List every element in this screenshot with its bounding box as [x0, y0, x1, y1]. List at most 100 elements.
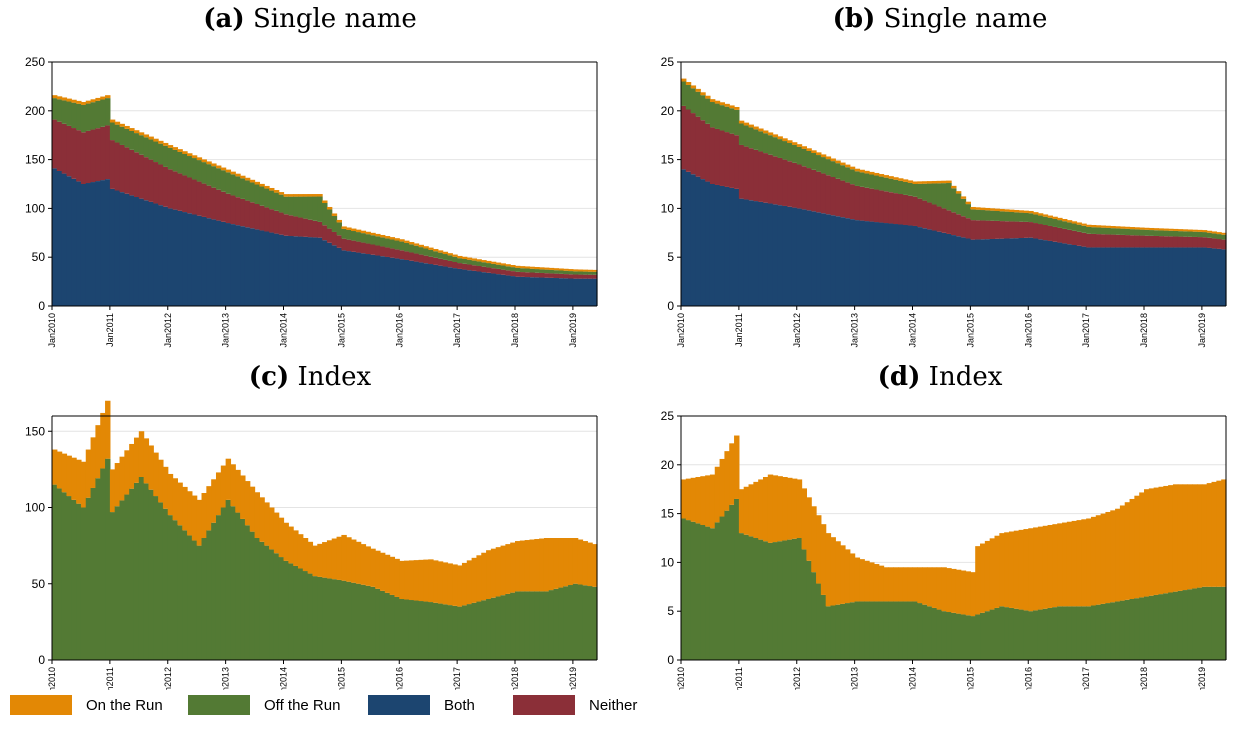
bar-on-the-run: [278, 517, 285, 558]
bar-neither: [288, 215, 294, 237]
bar-neither: [519, 272, 526, 277]
bar-on-the-run: [989, 208, 996, 211]
bar-on-the-run: [1139, 492, 1145, 598]
bar-neither: [709, 127, 716, 184]
bar-both: [172, 209, 178, 306]
bar-on-the-run: [1057, 523, 1063, 607]
bar-on-the-run: [162, 466, 169, 509]
bar-on-the-run: [312, 194, 318, 197]
bar-both: [85, 183, 92, 306]
bar-both: [796, 208, 803, 306]
bar-both: [926, 229, 933, 306]
bar-on-the-run: [1153, 228, 1160, 231]
x-tick-label: Jan2015: [965, 667, 975, 690]
bar-on-the-run: [1110, 226, 1116, 229]
bar-both: [1163, 247, 1169, 306]
bar-neither: [481, 266, 487, 273]
bar-off-the-run: [148, 139, 154, 160]
bar-neither: [399, 250, 405, 260]
bar-off-the-run: [336, 222, 342, 236]
bar-on-the-run: [753, 481, 759, 538]
bar-neither: [1177, 236, 1184, 248]
bar-both: [543, 277, 550, 306]
bar-on-the-run: [534, 539, 540, 592]
bar-on-the-run: [1105, 511, 1111, 604]
bar-neither: [119, 144, 125, 193]
bar-on-the-run: [1086, 518, 1092, 607]
y-tick-label: 100: [25, 201, 45, 215]
bar-on-the-run: [548, 538, 555, 591]
bar-on-the-run: [816, 515, 822, 584]
bar-off-the-run: [975, 614, 981, 660]
legend: On the Run Off the Run Both Neither: [10, 690, 710, 720]
bar-on-the-run: [90, 99, 96, 103]
bar-off-the-run: [129, 130, 135, 150]
bar-both: [762, 202, 769, 306]
bar-on-the-run: [1115, 508, 1121, 602]
bar-neither: [994, 220, 1000, 239]
bar-off-the-run: [1172, 230, 1179, 237]
bar-on-the-run: [187, 491, 193, 536]
bar-neither: [864, 187, 870, 222]
bar-on-the-run: [1206, 483, 1213, 587]
bar-on-the-run: [66, 455, 72, 497]
bar-both: [1144, 247, 1150, 306]
bar-on-the-run: [1013, 530, 1020, 609]
bar-off-the-run: [543, 269, 550, 274]
bar-both: [965, 238, 971, 306]
bar-off-the-run: [351, 231, 357, 241]
bar-both: [379, 256, 386, 306]
bar-off-the-run: [254, 538, 260, 660]
bar-off-the-run: [100, 99, 106, 127]
bar-on-the-run: [1047, 524, 1053, 608]
bar-off-the-run: [389, 594, 396, 660]
y-tick-label: 5: [667, 604, 674, 618]
bar-off-the-run: [1100, 227, 1107, 235]
bar-on-the-run: [365, 546, 371, 586]
y-tick-label: 0: [667, 299, 674, 313]
bar-on-the-run: [965, 571, 971, 616]
bar-on-the-run: [133, 130, 140, 134]
bar-neither: [447, 260, 453, 268]
bar-on-the-run: [582, 269, 588, 272]
bar-both: [418, 262, 424, 306]
bar-neither: [743, 146, 750, 200]
bar-neither: [965, 218, 971, 239]
bar-off-the-run: [264, 545, 270, 661]
bar-on-the-run: [457, 565, 463, 607]
bar-on-the-run: [201, 159, 207, 163]
bar-on-the-run: [177, 482, 183, 526]
bar-off-the-run: [878, 601, 885, 660]
bar-off-the-run: [700, 95, 706, 121]
bar-neither: [172, 171, 178, 210]
bar-off-the-run: [1037, 215, 1044, 225]
bar-both: [582, 278, 588, 306]
bar-neither: [801, 166, 807, 210]
bar-on-the-run: [548, 267, 555, 270]
bar-off-the-run: [534, 269, 540, 273]
bar-neither: [129, 149, 135, 196]
bar-neither: [960, 216, 967, 238]
bar-neither: [177, 173, 183, 211]
bar-off-the-run: [486, 263, 492, 268]
bar-both: [61, 173, 68, 306]
bar-on-the-run: [476, 259, 482, 262]
bar-neither: [1071, 230, 1078, 245]
bar-off-the-run: [796, 146, 803, 165]
bar-on-the-run: [830, 158, 836, 162]
bar-off-the-run: [1216, 586, 1222, 660]
bar-off-the-run: [254, 184, 260, 205]
bar-both: [1071, 245, 1078, 306]
bar-on-the-run: [109, 119, 116, 123]
bar-off-the-run: [840, 603, 846, 660]
bar-off-the-run: [1134, 598, 1140, 660]
bar-off-the-run: [705, 526, 711, 660]
bar-both: [864, 221, 870, 306]
bar-on-the-run: [984, 207, 991, 211]
bar-both: [1158, 247, 1164, 306]
bar-on-the-run: [452, 254, 458, 257]
bar-both: [917, 227, 923, 306]
bar-off-the-run: [124, 128, 130, 148]
bar-both: [375, 255, 381, 306]
x-tick-label: Jan2018: [510, 667, 520, 690]
